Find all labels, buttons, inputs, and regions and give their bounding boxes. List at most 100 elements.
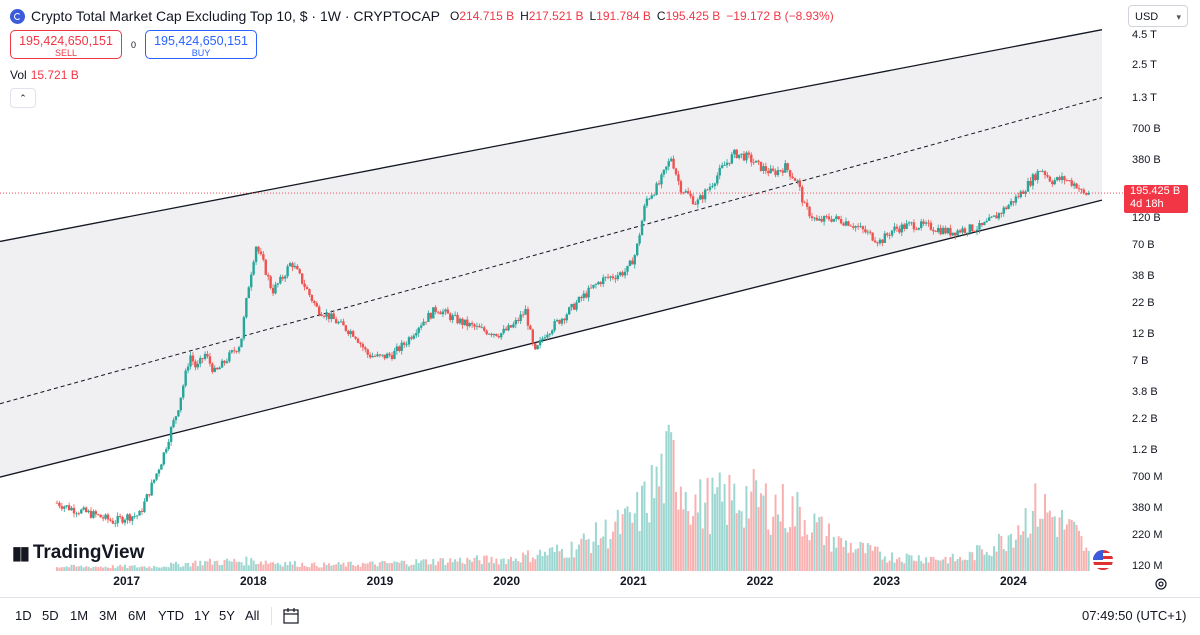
volume-bar — [301, 562, 304, 571]
volume-bar — [68, 567, 71, 571]
candle-body — [953, 232, 957, 236]
volume-bar — [128, 565, 131, 571]
volume-bar — [70, 564, 73, 571]
candle-body — [1080, 189, 1083, 191]
volume-bar — [607, 548, 610, 571]
volume-bar — [687, 511, 690, 571]
candle-body — [565, 314, 568, 321]
candle-body — [196, 363, 199, 368]
volume-bar — [439, 558, 442, 571]
volume-bar — [815, 522, 818, 571]
volume-bar — [577, 544, 580, 571]
tradingview-logo[interactable]: ▮▮ TradingView — [12, 542, 144, 564]
price-axis[interactable]: 4.5 T 2.5 T 1.3 T 700 B 380 B 120 B 70 B 38 B 22… — [1124, 28, 1200, 572]
volume-bar — [1005, 551, 1008, 571]
gear-icon[interactable] — [1154, 577, 1168, 591]
candle-body — [201, 358, 204, 359]
candle-body — [60, 506, 64, 509]
candle-body — [296, 265, 299, 270]
chart-area[interactable] — [0, 0, 1124, 571]
volume-bar — [951, 553, 954, 571]
volume-bar — [162, 566, 165, 571]
volume-bar — [573, 557, 576, 571]
candle-body — [456, 314, 459, 324]
utc-clock[interactable]: 07:49:50 (UTC+1) — [1082, 608, 1187, 623]
volume-bar — [199, 560, 202, 571]
range-all-button[interactable]: All — [245, 608, 260, 623]
volume-bar — [337, 562, 340, 571]
volume-bar — [196, 566, 199, 571]
volume-bar — [289, 561, 292, 571]
volume-bar — [412, 564, 415, 571]
candle-body — [186, 366, 190, 371]
candle-body — [138, 511, 141, 516]
range-3m-button[interactable]: 3M — [99, 608, 118, 623]
volume-bar — [917, 555, 920, 571]
range-1y-button[interactable]: 1Y — [194, 608, 210, 623]
candle-body — [242, 317, 246, 339]
volume-bar — [526, 550, 529, 571]
volume-bar — [772, 516, 775, 571]
candle-body — [1075, 183, 1078, 189]
volume-bar — [99, 566, 102, 571]
candle-body — [463, 319, 467, 325]
price-chart[interactable] — [0, 0, 1124, 571]
candle-body — [791, 176, 794, 179]
volume-bar — [102, 567, 105, 571]
volume-bar — [378, 562, 381, 571]
volume-bar — [490, 556, 493, 571]
volume-bar — [961, 560, 964, 571]
time-axis[interactable]: 2017 2018 2019 2020 2021 2022 2023 2024 — [0, 574, 1124, 594]
range-1d-button[interactable]: 1D — [15, 608, 32, 623]
candle-body — [711, 185, 714, 187]
candle-body — [381, 354, 384, 356]
volume-bar — [471, 561, 474, 571]
volume-bar — [900, 561, 903, 571]
volume-bar — [745, 486, 748, 571]
volume-bar — [72, 564, 75, 571]
candle-body — [832, 218, 836, 222]
volume-bar — [662, 503, 665, 571]
volume-bar — [660, 453, 663, 571]
candle-body — [356, 338, 360, 343]
volume-bar — [556, 544, 559, 571]
volume-bar — [929, 556, 932, 571]
volume-bar — [997, 533, 1000, 571]
volume-bar — [318, 567, 321, 571]
candle-body — [199, 358, 202, 364]
candle-body — [842, 223, 845, 226]
candle-body — [271, 287, 275, 294]
candle-body — [359, 342, 362, 344]
symbol-title[interactable]: Crypto Total Market Cap Excluding Top 10… — [31, 8, 441, 24]
range-ytd-button[interactable]: YTD — [158, 608, 184, 623]
currency-select[interactable]: USD ▾ — [1128, 5, 1188, 27]
volume-bar — [427, 564, 430, 571]
candle-body — [441, 311, 445, 315]
candle-body — [893, 226, 896, 231]
volume-bar — [267, 563, 270, 571]
range-6m-button[interactable]: 6M — [128, 608, 147, 623]
range-5y-button[interactable]: 5Y — [219, 608, 235, 623]
volume-bar — [201, 565, 204, 571]
candle-body — [84, 507, 88, 513]
volume-bar — [400, 560, 403, 571]
candle-body — [720, 165, 724, 168]
candle-body — [827, 216, 831, 220]
candle-body — [235, 351, 238, 352]
candle-body — [873, 240, 877, 243]
range-5d-button[interactable]: 5D — [42, 608, 59, 623]
ohlc-high: H217.521 B — [520, 9, 583, 23]
date-range-icon[interactable] — [282, 607, 300, 625]
candle-body — [835, 216, 838, 219]
us-flag-icon[interactable] — [1093, 550, 1113, 570]
buy-button[interactable]: 195,424,650,151 BUY — [145, 30, 257, 59]
volume-bar — [570, 541, 573, 571]
candle-body — [626, 265, 629, 272]
candle-body — [1055, 177, 1059, 181]
sell-button[interactable]: 195,424,650,151 SELL — [10, 30, 122, 59]
range-1m-button[interactable]: 1M — [70, 608, 89, 623]
candle-body — [895, 226, 899, 229]
volume-bar — [912, 560, 915, 571]
collapse-legend-button[interactable]: ⌃ — [10, 88, 36, 108]
volume-legend[interactable]: Vol 15.721 B — [10, 68, 79, 82]
